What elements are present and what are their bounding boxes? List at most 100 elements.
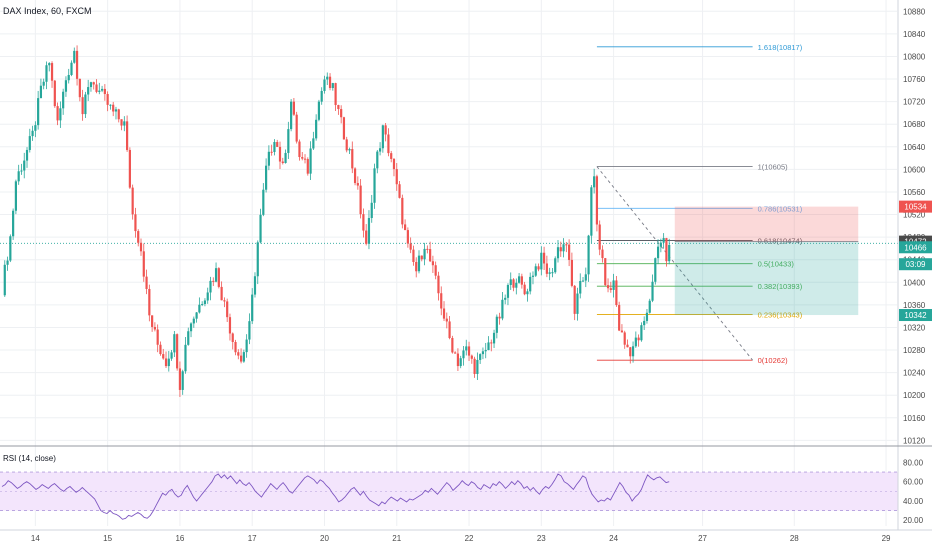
candle [95, 79, 98, 94]
candle [484, 342, 487, 359]
candle [301, 152, 304, 161]
candle-body [429, 249, 432, 262]
candle-body [334, 83, 337, 106]
candle [234, 339, 237, 356]
candle [206, 287, 209, 304]
candle [634, 331, 637, 348]
rsi-tick-label: 20.00 [903, 516, 924, 525]
candle [148, 284, 151, 322]
candle [317, 99, 321, 122]
candle [367, 210, 371, 250]
candle-body [548, 272, 551, 274]
candle [320, 87, 323, 105]
candle [87, 79, 90, 101]
candle [173, 330, 176, 358]
candle [48, 62, 51, 72]
candle [309, 141, 312, 180]
candle-body [579, 281, 582, 294]
candle-body [75, 50, 79, 79]
candle-body [287, 129, 290, 153]
candle [120, 119, 123, 131]
candle [42, 78, 45, 90]
candle-body [170, 352, 173, 359]
candle [292, 97, 295, 116]
candle-body [492, 332, 496, 344]
candle-body [351, 149, 354, 169]
fib-level-label: 0.786(10531) [758, 204, 803, 213]
candle [117, 108, 120, 123]
candle [442, 301, 446, 321]
candle-body [206, 292, 209, 301]
candle-body [31, 130, 34, 137]
candle-body [178, 368, 182, 390]
candle-body [328, 76, 332, 89]
candle-body [187, 331, 190, 345]
fib-level-label: 0.236(10343) [758, 310, 803, 319]
candle [270, 144, 273, 156]
candle [579, 273, 582, 299]
candle [62, 88, 65, 115]
candle [126, 115, 129, 152]
fib-level-label: 0(10262) [758, 356, 789, 365]
candle [151, 315, 154, 332]
candle [64, 76, 68, 97]
candle [543, 246, 546, 271]
price-tick-label: 10840 [903, 30, 926, 39]
candle-body [645, 312, 649, 321]
price-tick-label: 10760 [903, 75, 926, 84]
candle [134, 207, 137, 238]
candle-body [431, 261, 434, 266]
candle [637, 334, 640, 347]
candle-body [89, 82, 93, 88]
candle-body [126, 121, 129, 150]
candle-body [142, 251, 145, 277]
time-tick-label: 23 [537, 534, 546, 543]
candle-body [442, 308, 446, 319]
candle [201, 301, 204, 307]
candle [492, 329, 496, 348]
candle [337, 104, 340, 115]
candle-body [223, 300, 226, 302]
candle [495, 314, 498, 339]
candle [423, 242, 426, 266]
candle-body [353, 168, 357, 184]
candle [395, 163, 398, 191]
candle-body [501, 299, 504, 319]
candle-body [134, 214, 137, 232]
price-tick-label: 10880 [903, 7, 926, 16]
candle [242, 349, 245, 363]
candle [654, 257, 657, 285]
candle [381, 124, 384, 153]
candle [128, 147, 131, 189]
candle-body [534, 266, 537, 276]
candle-body [203, 300, 207, 305]
candle-body [406, 230, 409, 244]
candle [262, 183, 265, 217]
candle-body [234, 342, 237, 353]
candle-body [356, 183, 359, 186]
candle-body [626, 344, 629, 348]
candle-body [295, 114, 298, 142]
candle-body [437, 275, 440, 294]
candle-body [342, 117, 346, 140]
candle [53, 79, 56, 108]
candle [184, 337, 187, 374]
candle [3, 260, 6, 297]
candle-body [517, 276, 521, 283]
candle-body [345, 139, 348, 151]
candle [618, 301, 621, 332]
fibonacci-retracement[interactable]: 1.618(10817) 1(10605) 0.786(10531) 0.618(10… [596, 43, 803, 365]
candle-body [462, 350, 465, 359]
candle-body [301, 157, 304, 159]
time-tick-label: 16 [175, 534, 184, 543]
short-position-tool[interactable] [674, 206, 859, 316]
time-tick-label: 27 [698, 534, 707, 543]
candle [251, 288, 254, 325]
candle [37, 90, 40, 130]
candle-body [251, 294, 254, 322]
candle [662, 233, 665, 249]
candle-body [39, 85, 43, 99]
candle-body [262, 189, 265, 215]
candle [512, 278, 515, 292]
candle-body [303, 158, 307, 160]
